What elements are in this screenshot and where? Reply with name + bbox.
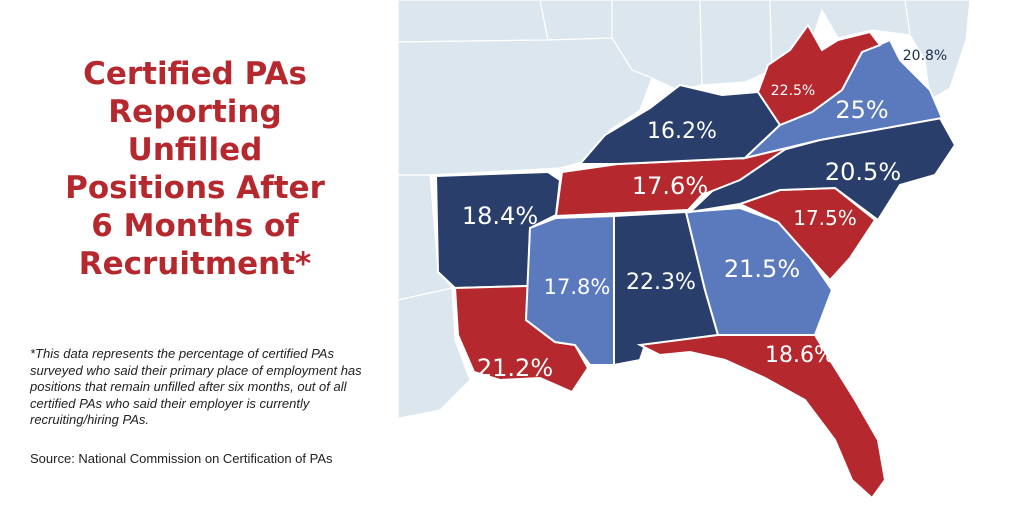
title-line: Unfilled	[127, 132, 263, 168]
title-line: Certified PAs	[83, 56, 307, 92]
title-line: 6 Months of	[91, 208, 299, 244]
title-line: Recruitment*	[78, 246, 312, 282]
state-kentucky	[577, 83, 782, 165]
label-west-virginia: 22.5%	[771, 83, 815, 99]
label-maryland: 20.8%	[903, 48, 947, 64]
title-line: Positions After	[65, 170, 325, 206]
label-virginia: 25%	[835, 96, 888, 124]
label-tennessee: 17.6%	[632, 172, 708, 200]
label-kentucky: 16.2%	[647, 119, 717, 144]
state-background	[398, 0, 549, 43]
label-alabama: 22.3%	[626, 270, 696, 295]
label-mississippi: 17.8%	[544, 275, 611, 299]
label-louisiana: 21.2%	[477, 354, 553, 382]
label-georgia: 21.5%	[724, 255, 800, 283]
state-background	[904, 0, 971, 101]
highlighted-states	[434, 23, 957, 500]
label-north-carolina: 20.5%	[825, 158, 901, 186]
state-background	[539, 0, 613, 41]
state-background	[398, 287, 471, 419]
label-arkansas: 18.4%	[462, 202, 538, 230]
footnote: *This data represents the percentage of …	[30, 346, 362, 427]
label-south-carolina: 17.5%	[793, 206, 857, 230]
state-background	[699, 0, 773, 86]
state-florida	[636, 334, 887, 500]
title-line: Reporting	[108, 94, 282, 130]
state-georgia	[684, 206, 834, 336]
southeast-map: 18.4% 21.2% 17.8% 22.3% 21.5% 18.6% 17.5…	[398, 0, 1024, 512]
map-title: Certified PAs Reporting Unfilled Positio…	[30, 55, 360, 283]
state-value-labels: 18.4% 21.2% 17.8% 22.3% 21.5% 18.6% 17.5…	[462, 48, 947, 382]
label-florida: 18.6%	[765, 343, 835, 368]
source-note: Source: National Commission on Certifica…	[30, 451, 333, 466]
state-west-virginia	[756, 23, 882, 127]
